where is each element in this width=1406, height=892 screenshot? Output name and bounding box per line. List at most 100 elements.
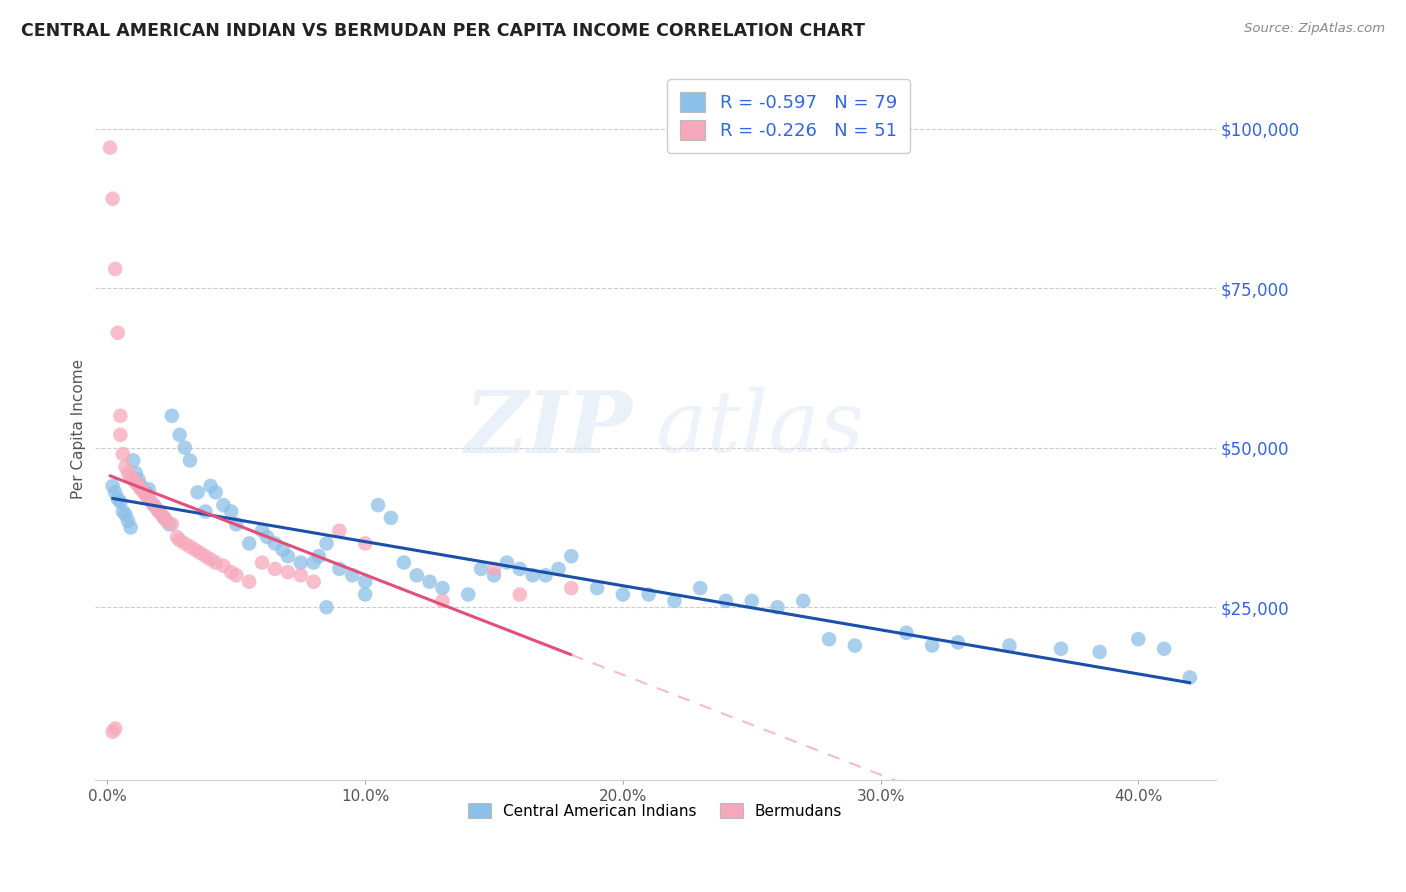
Point	[509, 562, 531, 576]
Point	[238, 536, 260, 550]
Point	[432, 581, 454, 595]
Point	[302, 556, 325, 570]
Point	[367, 498, 389, 512]
Point	[290, 556, 312, 570]
Point	[792, 594, 814, 608]
Point	[290, 568, 312, 582]
Point	[482, 568, 505, 582]
Point	[150, 508, 173, 522]
Point	[169, 428, 191, 442]
Point	[560, 549, 582, 564]
Legend: Central American Indians, Bermudans: Central American Indians, Bermudans	[463, 797, 848, 824]
Point	[104, 485, 127, 500]
Point	[342, 568, 364, 582]
Text: Source: ZipAtlas.com: Source: ZipAtlas.com	[1244, 22, 1385, 36]
Point	[432, 594, 454, 608]
Point	[135, 485, 157, 500]
Point	[173, 441, 195, 455]
Point	[110, 409, 132, 423]
Point	[380, 511, 402, 525]
Point	[138, 491, 160, 506]
Point	[169, 533, 191, 548]
Text: ZIP: ZIP	[465, 387, 633, 470]
Point	[101, 192, 124, 206]
Point	[127, 479, 149, 493]
Point	[110, 428, 132, 442]
Point	[125, 467, 148, 481]
Point	[148, 504, 170, 518]
Point	[741, 594, 763, 608]
Point	[560, 581, 582, 595]
Point	[354, 587, 377, 601]
Point	[315, 536, 337, 550]
Point	[156, 514, 179, 528]
Point	[482, 562, 505, 576]
Point	[187, 485, 209, 500]
Point	[132, 485, 155, 500]
Point	[405, 568, 427, 582]
Point	[225, 568, 247, 582]
Point	[212, 558, 235, 573]
Point	[104, 262, 127, 277]
Point	[111, 504, 134, 518]
Point	[496, 556, 519, 570]
Point	[586, 581, 609, 595]
Point	[470, 562, 492, 576]
Point	[179, 540, 201, 554]
Point	[101, 724, 124, 739]
Point	[250, 556, 273, 570]
Point	[153, 511, 176, 525]
Point	[212, 498, 235, 512]
Point	[219, 565, 242, 579]
Point	[534, 568, 557, 582]
Point	[194, 549, 217, 564]
Point	[98, 141, 121, 155]
Point	[766, 600, 789, 615]
Point	[844, 639, 866, 653]
Text: atlas: atlas	[655, 387, 865, 470]
Point	[302, 574, 325, 589]
Point	[204, 485, 226, 500]
Point	[157, 517, 180, 532]
Point	[664, 594, 686, 608]
Point	[135, 489, 157, 503]
Point	[354, 536, 377, 550]
Point	[225, 517, 247, 532]
Point	[419, 574, 441, 589]
Point	[153, 511, 176, 525]
Point	[896, 625, 918, 640]
Point	[107, 326, 129, 340]
Point	[110, 495, 132, 509]
Point	[714, 594, 737, 608]
Point	[392, 556, 415, 570]
Point	[145, 501, 167, 516]
Point	[160, 409, 183, 423]
Point	[107, 491, 129, 506]
Point	[250, 524, 273, 538]
Point	[160, 517, 183, 532]
Point	[1153, 641, 1175, 656]
Point	[104, 722, 127, 736]
Point	[264, 536, 287, 550]
Point	[328, 562, 350, 576]
Point	[194, 504, 217, 518]
Point	[114, 508, 136, 522]
Point	[354, 574, 377, 589]
Point	[264, 562, 287, 576]
Point	[117, 467, 139, 481]
Point	[200, 552, 222, 566]
Point	[127, 473, 149, 487]
Point	[946, 635, 969, 649]
Point	[256, 530, 278, 544]
Point	[111, 447, 134, 461]
Point	[204, 556, 226, 570]
Point	[129, 482, 152, 496]
Point	[122, 453, 145, 467]
Point	[457, 587, 479, 601]
Point	[522, 568, 544, 582]
Point	[219, 504, 242, 518]
Point	[114, 459, 136, 474]
Point	[148, 504, 170, 518]
Y-axis label: Per Capita Income: Per Capita Income	[72, 359, 86, 499]
Point	[277, 565, 299, 579]
